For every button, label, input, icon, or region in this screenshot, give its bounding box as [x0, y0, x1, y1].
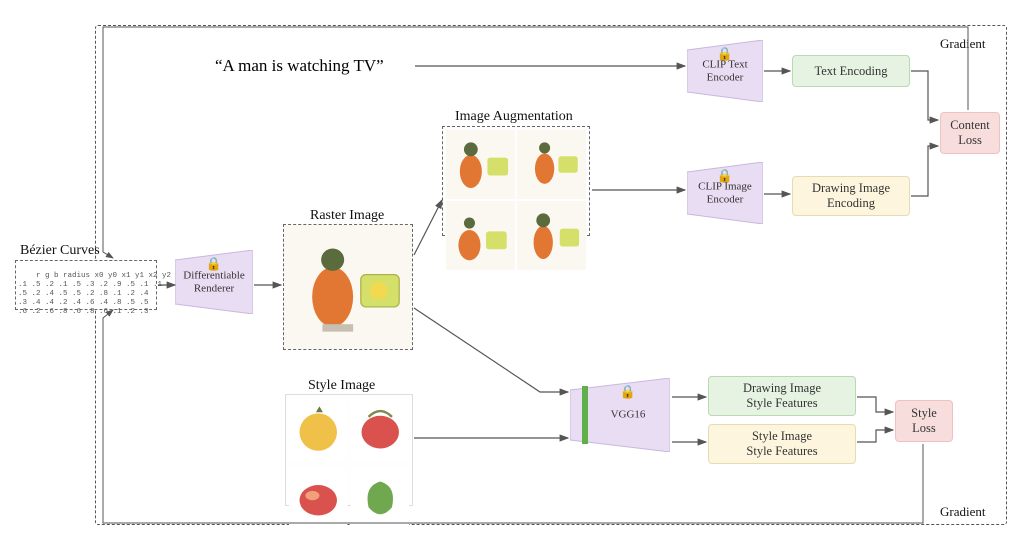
- drawing-encoding-box: Drawing Image Encoding: [792, 176, 910, 216]
- raster-image-placeholder: [283, 224, 413, 350]
- bezier-title: Bézier Curves: [20, 242, 100, 260]
- diff-renderer-label: Differentiable Renderer: [179, 269, 249, 294]
- bezier-row: .3 .4 .4 .2 .4 .6 .4 .8 .5 .5: [18, 299, 149, 307]
- gradient-label-bottom: Gradient: [940, 504, 985, 520]
- augmentation-grid: [442, 126, 590, 236]
- clip-image-encoder-block: 🔒 CLIP Image Encoder: [687, 162, 763, 224]
- diagram-canvas: “A man is watching TV” Gradient Gradient…: [0, 0, 1024, 549]
- style-image-title: Style Image: [308, 377, 375, 395]
- style-image-placeholder: [285, 394, 413, 506]
- vgg16-label: VGG16: [593, 409, 663, 422]
- input-prompt-text: “A man is watching TV”: [215, 56, 384, 76]
- style-loss-box: Style Loss: [895, 400, 953, 442]
- lock-icon: 🔒: [620, 384, 636, 400]
- style-image-features-box: Style Image Style Features: [708, 424, 856, 464]
- bezier-row: .5 .2 .4 .5 .5 .2 .8 .1 .2 .4: [18, 290, 149, 298]
- bezier-row: .1 .5 .2 .1 .5 .3 .2 .9 .5 .1 .1: [18, 281, 162, 289]
- bezier-row: .6 .2 .6 .8 .6 .8 .6 .1 .2 .3: [18, 308, 149, 316]
- bezier-header: r g b radius x0 y0 x1 y1 x2 y2: [36, 272, 171, 280]
- clip-text-label: CLIP Text Encoder: [690, 58, 760, 83]
- drawing-style-features-box: Drawing Image Style Features: [708, 376, 856, 416]
- content-loss-box: Content Loss: [940, 112, 1000, 154]
- augmentation-title: Image Augmentation: [455, 108, 573, 126]
- clip-image-label: CLIP Image Encoder: [690, 180, 760, 205]
- clip-text-encoder-block: 🔒 CLIP Text Encoder: [687, 40, 763, 102]
- bezier-curve-matrix: r g b radius x0 y0 x1 y1 x2 y2 .1 .5 .2 …: [15, 260, 157, 310]
- differentiable-renderer-block: 🔒 Differentiable Renderer: [175, 250, 253, 314]
- text-encoding-box: Text Encoding: [792, 55, 910, 87]
- gradient-label-top: Gradient: [940, 36, 985, 52]
- vgg16-block: 🔒 VGG16: [570, 378, 670, 452]
- raster-title: Raster Image: [310, 207, 384, 225]
